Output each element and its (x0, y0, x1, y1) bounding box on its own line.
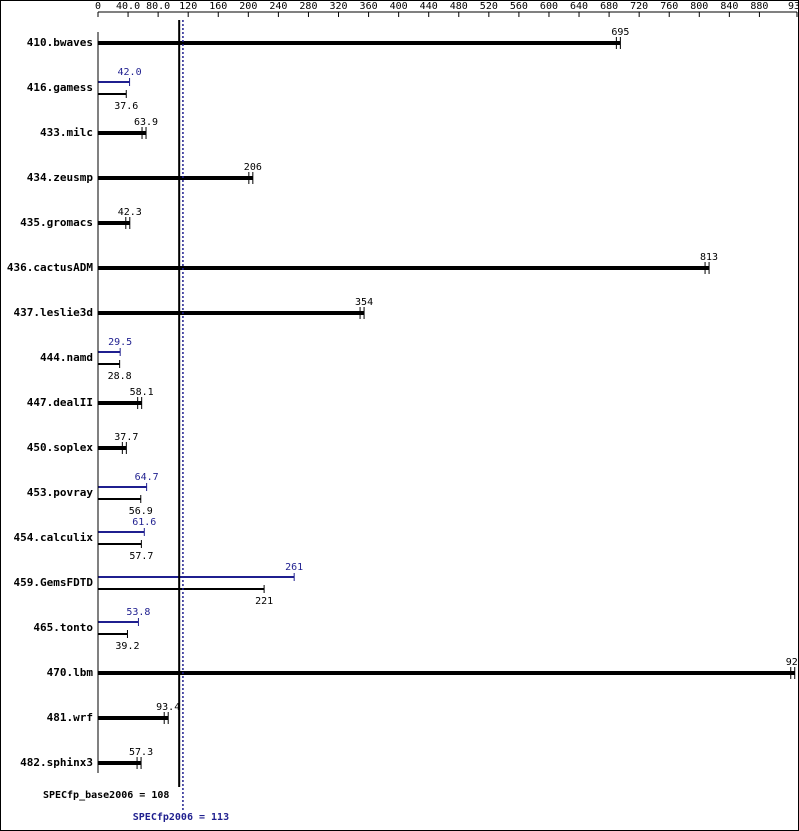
x-tick-label: 720 (630, 1, 648, 12)
value-label: 37.6 (114, 101, 138, 112)
x-tick-label: 840 (720, 1, 738, 12)
category-label: 435.gromacs (20, 216, 93, 229)
category-label: 482.sphinx3 (20, 756, 93, 769)
x-tick-label: 360 (360, 1, 378, 12)
category-label: 459.GemsFDTD (14, 576, 94, 589)
x-tick-label: 400 (390, 1, 408, 12)
value-label: 56.9 (129, 506, 153, 517)
category-label: 434.zeusmp (27, 171, 94, 184)
value-label: 42.3 (118, 207, 142, 218)
value-label: 221 (255, 596, 273, 607)
value-label: 261 (285, 562, 303, 573)
category-label: 436.cactusADM (7, 261, 93, 274)
value-label: 927 (786, 657, 799, 668)
category-label: 453.povray (27, 486, 94, 499)
x-tick-label: 200 (239, 1, 257, 12)
value-label: 28.8 (108, 371, 132, 382)
x-tick-label: 280 (299, 1, 317, 12)
category-label: 433.milc (40, 126, 93, 139)
value-label: 206 (244, 162, 262, 173)
category-label: 416.gamess (27, 81, 93, 94)
value-label: 57.3 (129, 747, 153, 758)
x-tick-label: 120 (179, 1, 197, 12)
value-label: 39.2 (115, 641, 139, 652)
value-label: 813 (700, 252, 718, 263)
category-label: 470.lbm (47, 666, 94, 679)
value-label: 64.7 (135, 472, 159, 483)
x-tick-label: 480 (450, 1, 468, 12)
x-tick-label: 930 (788, 1, 799, 12)
x-tick-label: 640 (570, 1, 588, 12)
value-label: 93.4 (156, 702, 180, 713)
category-label: 447.dealII (27, 396, 93, 409)
x-tick-label: 880 (750, 1, 768, 12)
x-tick-label: 440 (420, 1, 438, 12)
value-label: 354 (355, 297, 373, 308)
category-label: 481.wrf (47, 711, 93, 724)
category-label: 450.soplex (27, 441, 94, 454)
x-tick-label: 40.0 (116, 1, 140, 12)
value-label: 57.7 (129, 551, 153, 562)
x-tick-label: 80.0 (146, 1, 170, 12)
x-tick-label: 0 (95, 1, 101, 12)
x-tick-label: 320 (329, 1, 347, 12)
category-label: 465.tonto (33, 621, 93, 634)
x-tick-label: 760 (660, 1, 678, 12)
value-label: 42.0 (118, 67, 142, 78)
reference-label: SPECfp2006 = 113 (133, 812, 229, 823)
value-label: 29.5 (108, 337, 132, 348)
value-label: 695 (611, 27, 629, 38)
value-label: 37.7 (114, 432, 138, 443)
value-label: 61.6 (132, 517, 156, 528)
value-label: 58.1 (130, 387, 154, 398)
value-label: 53.8 (126, 607, 150, 618)
category-label: 444.namd (40, 351, 93, 364)
x-tick-label: 680 (600, 1, 618, 12)
x-tick-label: 240 (269, 1, 287, 12)
x-tick-label: 600 (540, 1, 558, 12)
category-label: 454.calculix (14, 531, 94, 544)
value-label: 63.9 (134, 117, 158, 128)
x-tick-label: 520 (480, 1, 498, 12)
category-label: 437.leslie3d (14, 306, 93, 319)
reference-label: SPECfp_base2006 = 108 (43, 790, 169, 801)
x-tick-label: 160 (209, 1, 227, 12)
x-tick-label: 800 (690, 1, 708, 12)
x-tick-label: 560 (510, 1, 528, 12)
category-label: 410.bwaves (27, 36, 93, 49)
